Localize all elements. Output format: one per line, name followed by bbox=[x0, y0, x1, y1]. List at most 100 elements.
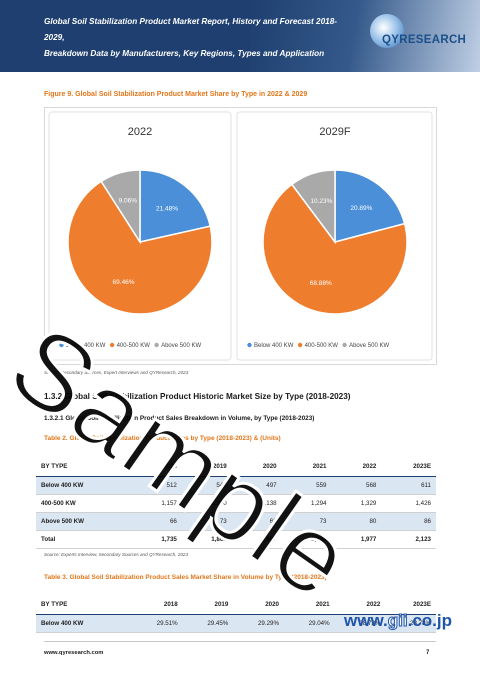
pie-title: 2029F bbox=[319, 126, 350, 138]
table-cell: 1,697 bbox=[231, 530, 282, 549]
table3-header-cell: 2019 bbox=[182, 595, 234, 615]
table-cell: 568 bbox=[331, 476, 382, 495]
table2-header-cell: 2018 bbox=[132, 457, 182, 477]
report-title: Global Soil Stabilization Product Market… bbox=[44, 14, 344, 62]
table2: BY TYPE 2018 2019 2020 2021 2022 2023E B… bbox=[36, 457, 436, 549]
table-cell: 29.29% bbox=[233, 614, 284, 633]
table-cell: Below 400 KW bbox=[36, 476, 132, 495]
table3-header-row: BY TYPE 2018 2019 2020 2021 2022 2023E bbox=[36, 595, 436, 615]
report-title-line2: Breakdown Data by Manufacturers, Key Reg… bbox=[44, 49, 325, 58]
table3-header-cell: 2022 bbox=[334, 595, 386, 615]
table-cell: Above 500 KW bbox=[36, 512, 132, 531]
pie-title: 2022 bbox=[128, 126, 152, 138]
report-title-line1: Global Soil Stabilization Product Market… bbox=[44, 17, 337, 42]
section-heading-1-3-2-1: 1.3.2.1 Global Soil Stabilization Produc… bbox=[44, 415, 315, 422]
table-cell: 512 bbox=[132, 476, 182, 495]
legend-marker bbox=[109, 342, 115, 348]
table-cell: 611 bbox=[381, 476, 436, 495]
table-row-total: Total 1,735 1,861 1,697 1,926 1,977 2,12… bbox=[36, 530, 436, 549]
pie-data-label: 69.46% bbox=[113, 279, 135, 286]
table-cell: 497 bbox=[231, 476, 282, 495]
table-cell: 66 bbox=[132, 512, 182, 531]
table-cell: Below 400 KW bbox=[36, 614, 132, 633]
report-header: Global Soil Stabilization Product Market… bbox=[0, 0, 480, 72]
table-cell: 1,138 bbox=[231, 494, 282, 513]
pie-slice-above-500-kw bbox=[100, 169, 141, 245]
table-cell: 73 bbox=[181, 512, 232, 531]
pie-charts-figure: 2022 21.48% 69.46% 9.06% Below 400 KW 400-500… bbox=[44, 107, 437, 365]
table2-header-cell: 2021 bbox=[281, 457, 332, 477]
pie-slice-below-400-kw bbox=[334, 169, 406, 243]
pie-slice-400-500-kw bbox=[67, 180, 213, 315]
legend-label: Below 400 KW bbox=[254, 343, 294, 349]
table3-header-cell: 2018 bbox=[132, 595, 183, 615]
gii-watermark-part2: gii bbox=[387, 611, 408, 631]
table-cell: 559 bbox=[281, 476, 332, 495]
gii-watermark-part3: .co.jp bbox=[407, 611, 453, 630]
table-cell: 548 bbox=[181, 476, 232, 495]
table-row: 400-500 KW 1,157 1,240 1,138 1,294 1,329… bbox=[36, 494, 436, 513]
header-decoration bbox=[250, 0, 480, 72]
table-cell: 1,977 bbox=[331, 530, 382, 549]
footer-url: www.qyresearch.com bbox=[44, 650, 104, 656]
table2-source: Source: Experts Interview, Secondary Sou… bbox=[44, 552, 189, 557]
pie-slice-below-400-kw bbox=[139, 169, 212, 243]
table3-caption: Table 3. Global Soil Stabilization Produ… bbox=[44, 574, 327, 581]
gii-watermark: www.gii.co.jp bbox=[344, 611, 452, 631]
legend-marker bbox=[247, 342, 252, 348]
figure-source: Source: Secondary Sources, Expert Interv… bbox=[44, 370, 189, 375]
table2-header-cell: 2023E bbox=[381, 457, 436, 477]
pie-data-label: 9.06% bbox=[119, 198, 138, 205]
legend-marker bbox=[297, 342, 303, 348]
table2-header-cell: 2022 bbox=[331, 457, 382, 477]
legend-label: 400-500 KW bbox=[117, 343, 151, 349]
section-heading-1-3-2: 1.3.2 Global Soil Stabilization Product … bbox=[44, 392, 351, 401]
page-number: 7 bbox=[426, 650, 430, 656]
qyresearch-logo-icon bbox=[370, 14, 404, 48]
figure-caption: Figure 9. Global Soil Stabilization Prod… bbox=[44, 91, 308, 98]
legend-label: Below 400 KW bbox=[66, 343, 106, 349]
table-cell: 86 bbox=[381, 512, 436, 531]
table-cell: 1,329 bbox=[331, 494, 382, 513]
table-cell: 1,426 bbox=[381, 494, 436, 513]
table2-header-cell: 2019 bbox=[181, 457, 232, 477]
table-row: Below 400 KW 29.51% 29.45% 29.29% 29.04%… bbox=[36, 614, 436, 633]
table-cell: 29.45% bbox=[182, 614, 234, 633]
table-cell: 2,123 bbox=[381, 530, 436, 549]
table3-header-cell: 2021 bbox=[283, 595, 335, 615]
table-cell: 62 bbox=[231, 512, 282, 531]
pie-slice-above-500-kw bbox=[290, 169, 336, 245]
table3-header-cell: 2020 bbox=[233, 595, 284, 615]
table2-header-row: BY TYPE 2018 2019 2020 2021 2022 2023E bbox=[36, 457, 436, 477]
table3-header-cell: BY TYPE bbox=[36, 595, 132, 615]
pie-data-label: 20.89% bbox=[350, 205, 372, 212]
qyresearch-logo-text: QYRESEARCH bbox=[382, 34, 467, 46]
pie-data-label: 21.48% bbox=[156, 205, 178, 212]
legend-label: Above 500 KW bbox=[161, 343, 201, 349]
table-cell: 1,294 bbox=[281, 494, 332, 513]
table-cell: 29.04% bbox=[283, 614, 335, 633]
table-cell: 1,240 bbox=[181, 494, 232, 513]
table-row: Below 400 KW 512 548 497 559 568 611 bbox=[36, 476, 436, 495]
table-cell: 400-500 KW bbox=[36, 494, 132, 513]
gii-watermark-part1: www. bbox=[344, 611, 388, 630]
table3-header-cell: 2023E bbox=[385, 595, 436, 615]
table3: BY TYPE 2018 2019 2020 2021 2022 2023E B… bbox=[36, 595, 436, 633]
legend-label: 400-500 KW bbox=[305, 343, 339, 349]
legend-label: Above 500 KW bbox=[349, 343, 389, 349]
table-cell: 29.51% bbox=[132, 614, 183, 633]
table-cell: 1,157 bbox=[132, 494, 182, 513]
table-cell: 73 bbox=[281, 512, 332, 531]
table-cell: 28.78% bbox=[385, 614, 436, 633]
pie-slice-400-500-kw bbox=[262, 183, 408, 315]
table-cell: 1,926 bbox=[281, 530, 332, 549]
table-row: Above 500 KW 66 73 62 73 80 86 bbox=[36, 512, 436, 531]
legend-marker bbox=[342, 342, 347, 348]
table-cell: 28.73% bbox=[334, 614, 386, 633]
pie-charts-svg: 2022 21.48% 69.46% 9.06% Below 400 KW 400-500… bbox=[48, 111, 433, 361]
table-cell: 1,735 bbox=[132, 530, 182, 549]
pie-data-label: 68.88% bbox=[310, 280, 332, 287]
legend-marker bbox=[59, 342, 64, 348]
table2-header-cell: BY TYPE bbox=[36, 457, 132, 477]
table-cell: Total bbox=[36, 530, 132, 549]
